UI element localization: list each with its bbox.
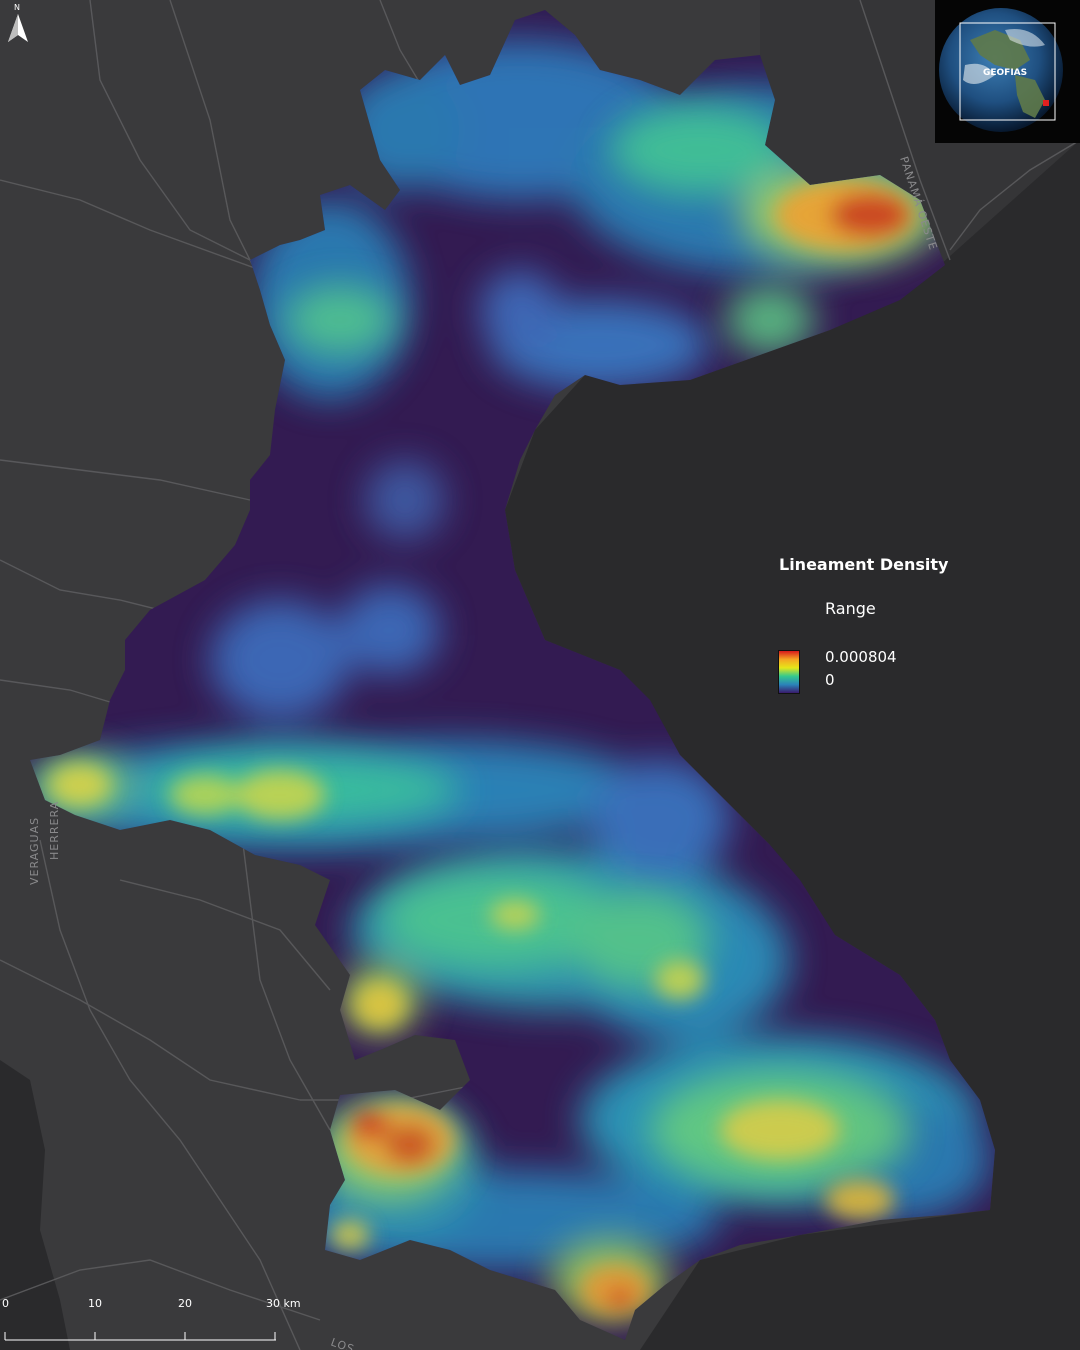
scale-tick-label: 10 bbox=[88, 1297, 102, 1310]
inset-locator-map: GEOFIAS bbox=[935, 0, 1080, 143]
north-label: N bbox=[14, 3, 20, 12]
legend-min-label: 0 bbox=[825, 671, 835, 689]
basemap-sea-southwest bbox=[0, 1060, 70, 1350]
legend-color-ramp bbox=[778, 650, 800, 694]
north-arrow: N bbox=[8, 3, 28, 42]
label-province-west: VERAGUAS bbox=[28, 817, 41, 885]
legend-title: Lineament Density bbox=[779, 555, 949, 574]
scale-bar-line bbox=[4, 1332, 276, 1341]
label-road-west: HERRERA bbox=[48, 801, 61, 860]
scale-bar: 0 10 20 30 km bbox=[0, 1295, 320, 1350]
inset-extent-box bbox=[959, 22, 1056, 121]
inset-label: GEOFIAS bbox=[983, 68, 1027, 78]
legend-max-label: 0.000804 bbox=[825, 648, 897, 666]
scale-tick-label: 0 bbox=[2, 1297, 9, 1310]
basemap-sea-bay bbox=[505, 140, 1080, 1350]
legend: Lineament Density Range 0.000804 0 bbox=[770, 555, 970, 694]
legend-subtitle: Range bbox=[825, 599, 876, 618]
scale-tick-label: 20 bbox=[178, 1297, 192, 1310]
inset-location-marker bbox=[1043, 100, 1049, 106]
scale-tick-label: 30 km bbox=[266, 1297, 301, 1310]
